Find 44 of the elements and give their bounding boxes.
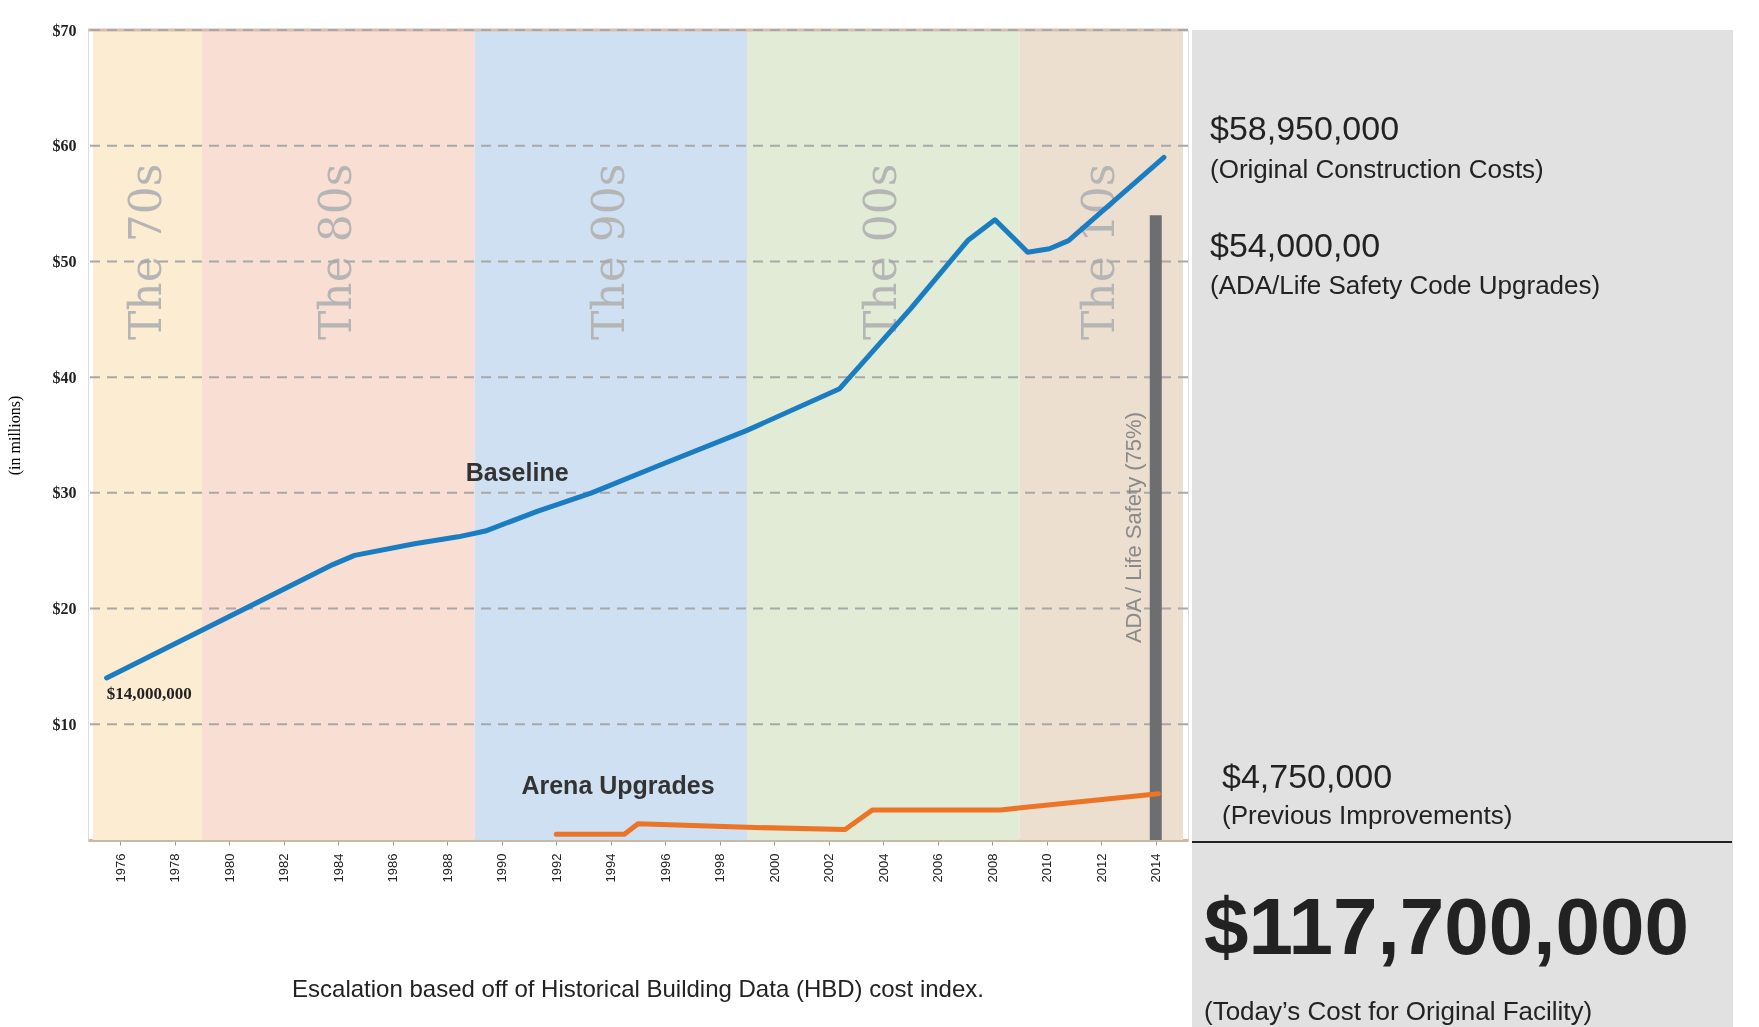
text: $117,700,000 [1204,882,1689,971]
band-label: The 90s [582,163,634,340]
x-tick-label: 1996 [657,853,673,883]
x-tick-label: 1980 [221,853,237,883]
band-label: The 70s [119,163,171,340]
x-tick-label: 1984 [330,853,346,883]
text: $54,000,00 [1210,226,1381,264]
y-tick-label: $60 [52,137,77,155]
x-tick-label: 2010 [1039,853,1055,883]
text: (ADA/Life Safety Code Upgrades) [1210,270,1601,300]
x-tick-label: 2000 [766,853,782,883]
text: $58,950,000 [1210,109,1400,147]
series-label: Baseline [465,458,569,487]
y-tick-label: $10 [52,715,77,733]
y-axis-title: (in millions) [5,395,24,476]
annotation: $14,000,000 [106,684,192,703]
x-tick-label: 1994 [603,853,619,883]
x-tick-label: 2012 [1093,853,1109,883]
y-tick-label: $50 [52,252,77,270]
x-tick-label: 1990 [494,853,510,883]
text: (Original Construction Costs) [1210,154,1544,184]
x-tick-label: 2008 [984,853,1000,883]
y-tick-label: $40 [52,368,77,386]
y-tick-label: $20 [52,600,77,618]
x-tick-label: 1992 [548,853,564,883]
x-tick-label: 1998 [712,853,728,883]
x-tick-label: 2004 [875,853,891,883]
x-tick-label: 1976 [112,853,128,883]
y-tick-label: $70 [52,21,77,39]
x-tick-label: 2014 [1148,853,1164,883]
x-tick-label: 1988 [439,853,455,883]
text: (Previous Improvements) [1222,800,1513,830]
y-tick-label: $30 [52,484,77,502]
text: $4,750,000 [1222,757,1393,795]
series-label: Arena Upgrades [521,770,715,799]
text: ADA / Life Safety (75%) [1120,412,1146,644]
text: Escalation based off of Historical Building Data (HBD) cost index. [292,975,984,1002]
text: (Today’s Cost for Original Facility) [1204,996,1593,1026]
x-tick-label: 1986 [385,853,401,883]
x-tick-label: 1978 [167,853,183,883]
band-label: The 80s [310,163,362,340]
x-tick-label: 2006 [930,853,946,883]
x-tick-label: 1982 [276,853,292,883]
x-tick-label: 2002 [821,853,837,883]
